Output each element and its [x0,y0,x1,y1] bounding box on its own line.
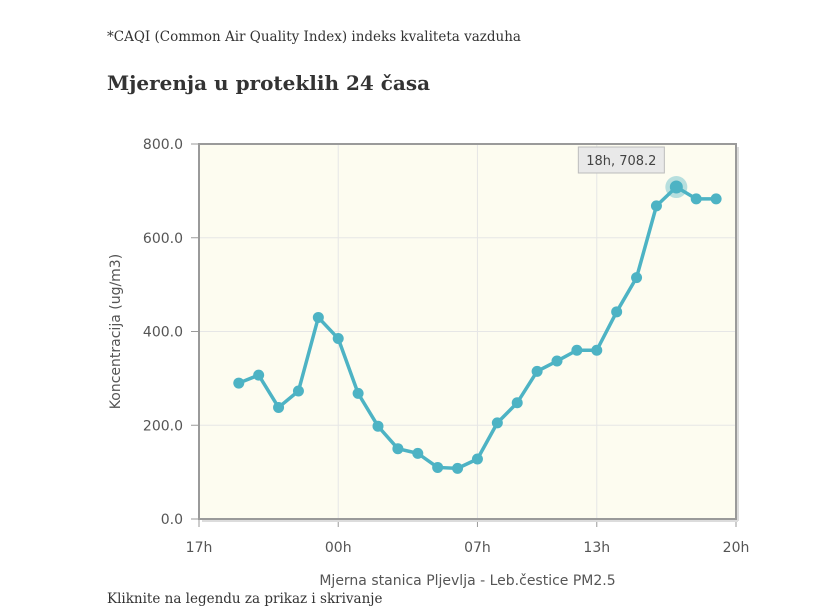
section-heading: Mjerenja u proteklih 24 časa [107,71,431,95]
x-axis-tick-labels: 17h 00h 07h 13h 20h [186,519,750,556]
data-point[interactable] [412,447,424,459]
tooltip-box [577,146,665,174]
x-axis-title-legend[interactable]: Mjerna stanica Pljevlja - Leb.čestice PM… [319,573,615,589]
data-point[interactable] [273,401,285,413]
caqi-note: *CAQI (Common Air Quality Index) indeks … [107,29,521,45]
data-point[interactable] [233,377,245,389]
data-point[interactable] [631,272,643,284]
y-axis-title: Koncentracija (ug/m3) [108,254,124,409]
data-point[interactable] [432,461,444,473]
data-point[interactable] [312,311,324,323]
data-point[interactable] [710,193,722,205]
y-axis-tick-labels: 0.0 200.0 400.0 600.0 800.0 [143,137,199,528]
y-tick-label: 200.0 [143,418,183,434]
data-point[interactable] [292,385,304,397]
data-point[interactable] [511,397,523,409]
x-tick-label: 07h [464,540,491,556]
tooltip-label: 18h, 708.2 [586,154,656,169]
y-tick-label: 800.0 [143,137,183,153]
data-point[interactable] [531,365,543,377]
data-point[interactable] [669,180,683,194]
y-tick-label: 0.0 [161,512,183,528]
data-point[interactable] [690,193,702,205]
x-tick-label: 20h [723,540,750,556]
series-pm25 [233,176,722,474]
x-tick-label: 17h [186,540,213,556]
data-point[interactable] [611,306,623,318]
data-point[interactable] [352,387,364,399]
y-tick-label: 600.0 [143,231,183,247]
data-point[interactable] [253,369,265,381]
data-point[interactable] [591,344,603,356]
tooltip: 18h, 708.2 [577,146,665,174]
data-point[interactable] [491,417,503,429]
data-point[interactable] [372,420,384,432]
data-point[interactable] [452,462,464,474]
data-point[interactable] [551,355,563,367]
data-point[interactable] [650,200,662,212]
x-tick-label: 13h [583,540,610,556]
data-point[interactable] [332,333,344,345]
legend-hint-text: Kliknite na legendu za prikaz i skrivanj… [107,591,383,607]
y-tick-label: 400.0 [143,325,183,341]
data-point[interactable] [392,443,404,455]
data-point[interactable] [471,453,483,465]
x-tick-label: 00h [325,540,352,556]
data-point[interactable] [571,344,583,356]
